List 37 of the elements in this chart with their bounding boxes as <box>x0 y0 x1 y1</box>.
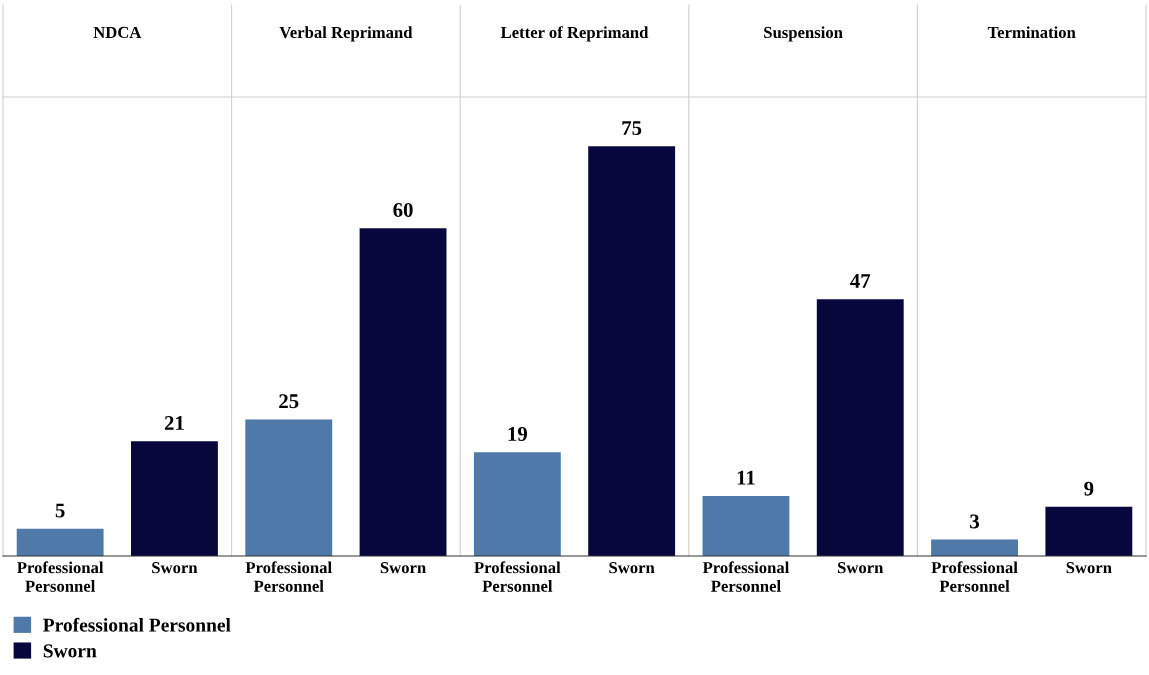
bar <box>245 419 333 556</box>
text: Sworn <box>609 562 655 574</box>
x-tick-label: Suspension <box>764 26 843 42</box>
x-tick-label: Termination <box>987 26 1076 39</box>
data-label: 25 <box>279 394 299 409</box>
x-tick-label: Letter of Reprimand <box>500 26 649 42</box>
data-label: 21 <box>164 416 184 430</box>
text: Professional Personnel <box>931 561 1018 592</box>
data-label: 5 <box>55 503 65 518</box>
text: Professional Personnel <box>702 561 790 592</box>
x-tick-label: NDCA <box>93 26 142 39</box>
data-label: 3 <box>970 514 980 529</box>
text: Professional Personnel <box>474 561 561 592</box>
text: Professional Personnel <box>17 561 104 592</box>
bar <box>816 299 904 556</box>
text: Sworn <box>152 562 198 574</box>
bar <box>473 452 561 556</box>
data-label: 19 <box>508 427 528 441</box>
bar <box>16 528 104 556</box>
bar <box>588 146 676 556</box>
text: Professional Personnel <box>245 561 332 592</box>
data-label: 75 <box>622 121 642 135</box>
x-tick-label: Verbal Reprimand <box>279 26 413 42</box>
bar <box>702 495 790 556</box>
bar <box>359 228 447 556</box>
data-label: 47 <box>850 274 871 288</box>
bar <box>931 539 1018 556</box>
legend-label: Sworn <box>43 644 97 658</box>
data-label: 9 <box>1084 481 1094 496</box>
legend-label: Professional Personnel <box>43 617 231 632</box>
bar <box>1045 506 1133 556</box>
text: Sworn <box>837 562 884 574</box>
data-label: 11 <box>737 470 755 485</box>
text: Sworn <box>1066 562 1112 574</box>
bar <box>131 441 218 556</box>
data-label: 60 <box>393 202 413 217</box>
text: Sworn <box>380 562 426 574</box>
